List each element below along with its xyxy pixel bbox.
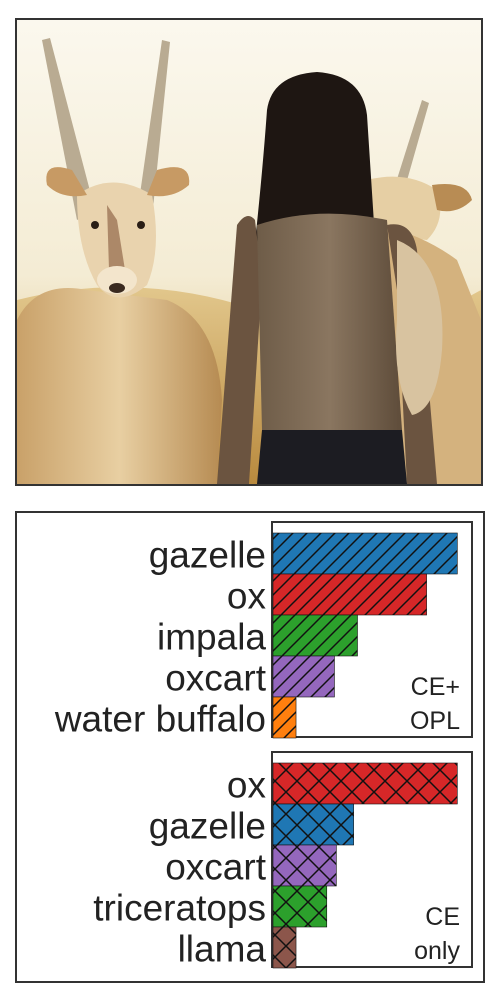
panel-label-line-2: only (414, 937, 460, 965)
category-label-ox: ox (227, 576, 267, 617)
category-label-gazelle: gazelle (149, 806, 266, 847)
category-label-llama: llama (178, 929, 267, 970)
bar-hatch-triceratops (272, 885, 328, 928)
bar-hatch-gazelle (272, 803, 354, 846)
bar-hatch-gazelle (272, 532, 458, 575)
panel-label-line-1: CE (425, 903, 460, 931)
bar-hatch-ox (272, 762, 458, 805)
photo-gazelles-woman (17, 20, 481, 484)
bar-hatch-oxcart (272, 655, 335, 698)
category-label-oxcart: oxcart (165, 658, 266, 699)
bar-hatch-ox (272, 573, 427, 616)
category-label-impala: impala (157, 617, 266, 658)
panel-label-line-1: CE+ (411, 673, 460, 701)
category-label-ox: ox (227, 765, 267, 806)
bar-hatch-llama (272, 926, 297, 969)
bar-hatch-impala (272, 614, 358, 657)
category-label-water-buffalo: water buffalo (54, 699, 266, 740)
bar-hatch-oxcart (272, 844, 337, 887)
panel-label-line-2: OPL (410, 707, 460, 735)
predictions-panel (15, 511, 485, 983)
bar-hatch-water-buffalo (272, 696, 297, 739)
category-label-triceratops: triceratops (93, 888, 266, 929)
category-label-gazelle: gazelle (149, 535, 266, 576)
input-photo (15, 18, 483, 486)
category-label-oxcart: oxcart (165, 847, 266, 888)
